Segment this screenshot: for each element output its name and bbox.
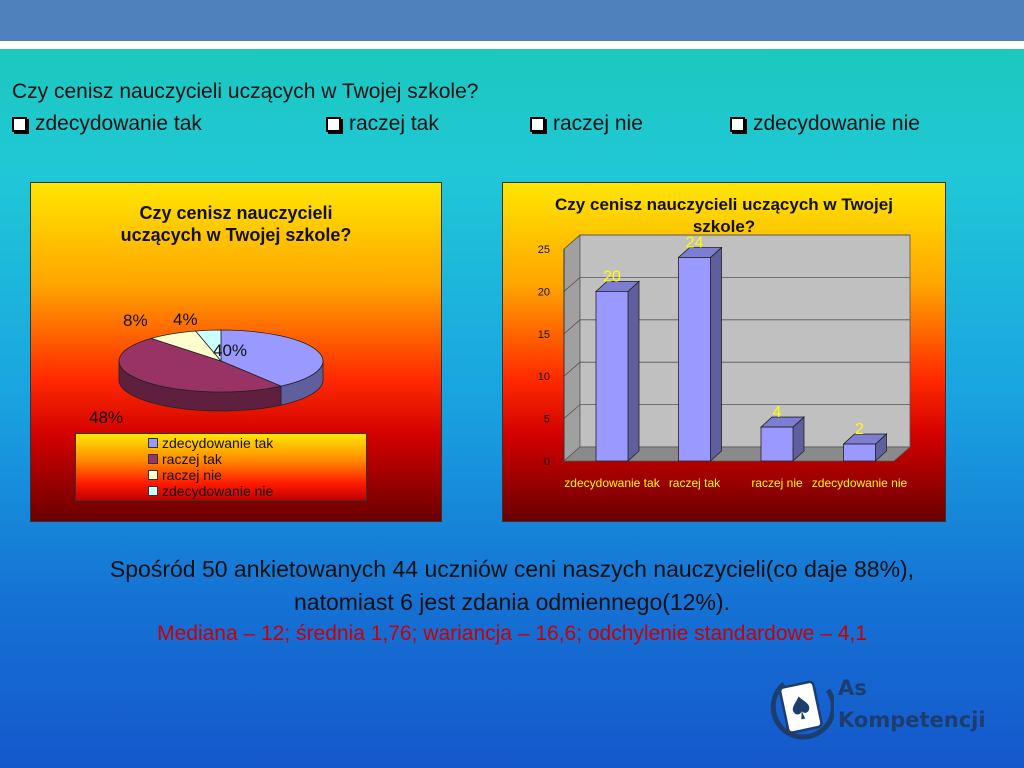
option-2-label: raczej tak (349, 112, 439, 135)
legend-label: zdecydowanie tak (162, 435, 274, 451)
legend-swatch (148, 486, 158, 496)
logo-text-line-2: Kompetencji (838, 708, 986, 732)
top-divider (0, 41, 1024, 49)
legend-label: zdecydowanie nie (162, 483, 274, 499)
legend-item: zdecydowanie tak (148, 435, 273, 451)
pie-slice (220, 329, 324, 387)
y-tick-label: 20 (538, 286, 550, 298)
legend-label: raczej tak (162, 451, 222, 467)
bar-chart-title: Czy cenisz nauczycieli uczących w Twojej… (555, 195, 893, 236)
option-1: zdecydowanie tak (12, 112, 202, 136)
legend-item: raczej nie (148, 467, 222, 483)
option-4: zdecydowanie nie (730, 112, 920, 136)
checkbox-icon (12, 116, 27, 132)
bar (595, 291, 629, 462)
summary-line-1: Spośród 50 ankietowanych 44 uczniów ceni… (109, 556, 915, 582)
pie-data-label: 40% (213, 341, 247, 360)
x-tick-label: zdecydowanie nie (812, 476, 908, 490)
legend-swatch (148, 470, 158, 480)
y-tick-label: 10 (538, 371, 550, 383)
top-bar (0, 0, 1024, 41)
checkbox-icon (326, 116, 341, 132)
pie-data-label: 4% (173, 310, 198, 329)
bar (760, 426, 794, 462)
x-tick-label: zdecydowanie tak (564, 476, 660, 490)
y-tick-label: 15 (538, 329, 550, 341)
legend-item: raczej tak (148, 451, 222, 467)
gridline (563, 234, 910, 250)
pie-slice (194, 329, 222, 363)
gridline (563, 277, 910, 292)
logo-icon (770, 680, 834, 740)
bar (678, 257, 711, 462)
summary-line-2: natomiast 6 jest zdania odmiennego(12%). (294, 589, 730, 615)
y-tick-label: 25 (538, 244, 550, 256)
option-2: raczej tak (326, 112, 439, 136)
x-tick-label: raczej nie (751, 476, 803, 490)
checkbox-icon (730, 116, 745, 132)
bar-chart-panel: 0 5 10 15 20 25 20 zdecydowanie tak 24 raczej tak… (502, 182, 946, 522)
x-tick-label: raczej tak (669, 476, 721, 490)
pie-data-label: 48% (89, 408, 123, 427)
pie-legend: zdecydowanie tak raczej tak raczej nie z… (75, 433, 367, 501)
pie-slice (118, 337, 283, 393)
gridline (563, 319, 910, 335)
survey-question: Czy cenisz nauczycieli uczących w Twojej… (12, 80, 479, 103)
option-1-label: zdecydowanie tak (35, 112, 202, 135)
bar (843, 443, 876, 462)
bar-data-label: 2 (855, 421, 864, 438)
checkbox-icon (530, 116, 545, 132)
option-4-label: zdecydowanie nie (753, 112, 920, 135)
legend-label: raczej nie (162, 467, 222, 483)
logo-text-line-1: As (838, 676, 867, 700)
option-3-label: raczej nie (553, 112, 643, 135)
pie-chart: 40% 48% 8% 4% (89, 310, 324, 427)
legend-swatch (148, 438, 158, 448)
statistics-line: Mediana – 12; średnia 1,76; wariancja – … (157, 622, 867, 645)
option-3: raczej nie (530, 112, 643, 136)
y-tick-label: 0 (544, 456, 550, 468)
bar-side (627, 280, 640, 462)
bar-data-label: 24 (686, 234, 704, 251)
bar-data-label: 4 (773, 404, 782, 421)
legend-swatch (148, 454, 158, 464)
legend-item: zdecydowanie nie (148, 483, 273, 499)
pie-data-label: 8% (123, 311, 148, 330)
y-tick-label: 5 (544, 414, 550, 426)
pie-chart-title: Czy cenisz nauczycieli uczących w Twojej… (120, 203, 352, 245)
chart-side-wall (563, 234, 581, 462)
gridline (563, 404, 910, 419)
gridline (563, 361, 910, 377)
pie-chart-panel: Czy cenisz nauczycieli uczących w Twojej… (30, 182, 442, 522)
bar-side (710, 246, 722, 462)
bar-data-label: 20 (603, 268, 621, 285)
